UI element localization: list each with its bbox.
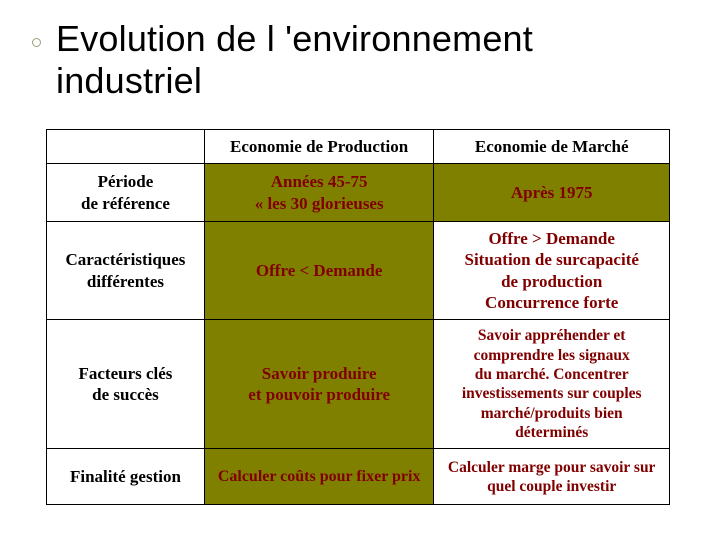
cell-carac-marche: Offre > Demande Situation de surcapacité… bbox=[434, 222, 670, 320]
cell-finalite-marche: Calculer marge pour savoir sur quel coup… bbox=[434, 449, 670, 505]
table-row: Facteurs clés de succès Savoir produire … bbox=[47, 320, 670, 449]
cell-periode-production: Années 45-75 « les 30 glorieuses bbox=[204, 164, 433, 222]
table-row: Caractéristiques différentes Offre < Dem… bbox=[47, 222, 670, 320]
row-header-facteurs: Facteurs clés de succès bbox=[47, 320, 205, 449]
cell-facteurs-marche: Savoir appréhender et comprendre les sig… bbox=[434, 320, 670, 449]
bullet-dot-icon bbox=[32, 38, 41, 47]
col-header-production: Economie de Production bbox=[204, 129, 433, 163]
table-corner-cell bbox=[47, 129, 205, 163]
cell-carac-production: Offre < Demande bbox=[204, 222, 433, 320]
title-line-2: industriel bbox=[56, 60, 202, 101]
table-row: Période de référence Années 45-75 « les … bbox=[47, 164, 670, 222]
row-header-periode: Période de référence bbox=[47, 164, 205, 222]
cell-facteurs-production: Savoir produire et pouvoir produire bbox=[204, 320, 433, 449]
cell-periode-marche: Après 1975 bbox=[434, 164, 670, 222]
row-header-finalite: Finalité gestion bbox=[47, 449, 205, 505]
table-header-row: Economie de Production Economie de March… bbox=[47, 129, 670, 163]
comparison-table: Economie de Production Economie de March… bbox=[46, 129, 670, 506]
table-row: Finalité gestion Calculer coûts pour fix… bbox=[47, 449, 670, 505]
col-header-marche: Economie de Marché bbox=[434, 129, 670, 163]
cell-finalite-production: Calculer coûts pour fixer prix bbox=[204, 449, 433, 505]
slide: Evolution de l 'environnement industriel… bbox=[0, 0, 720, 540]
title-line-1: Evolution de l 'environnement bbox=[56, 18, 533, 59]
page-title: Evolution de l 'environnement industriel bbox=[56, 18, 680, 103]
row-header-carac: Caractéristiques différentes bbox=[47, 222, 205, 320]
